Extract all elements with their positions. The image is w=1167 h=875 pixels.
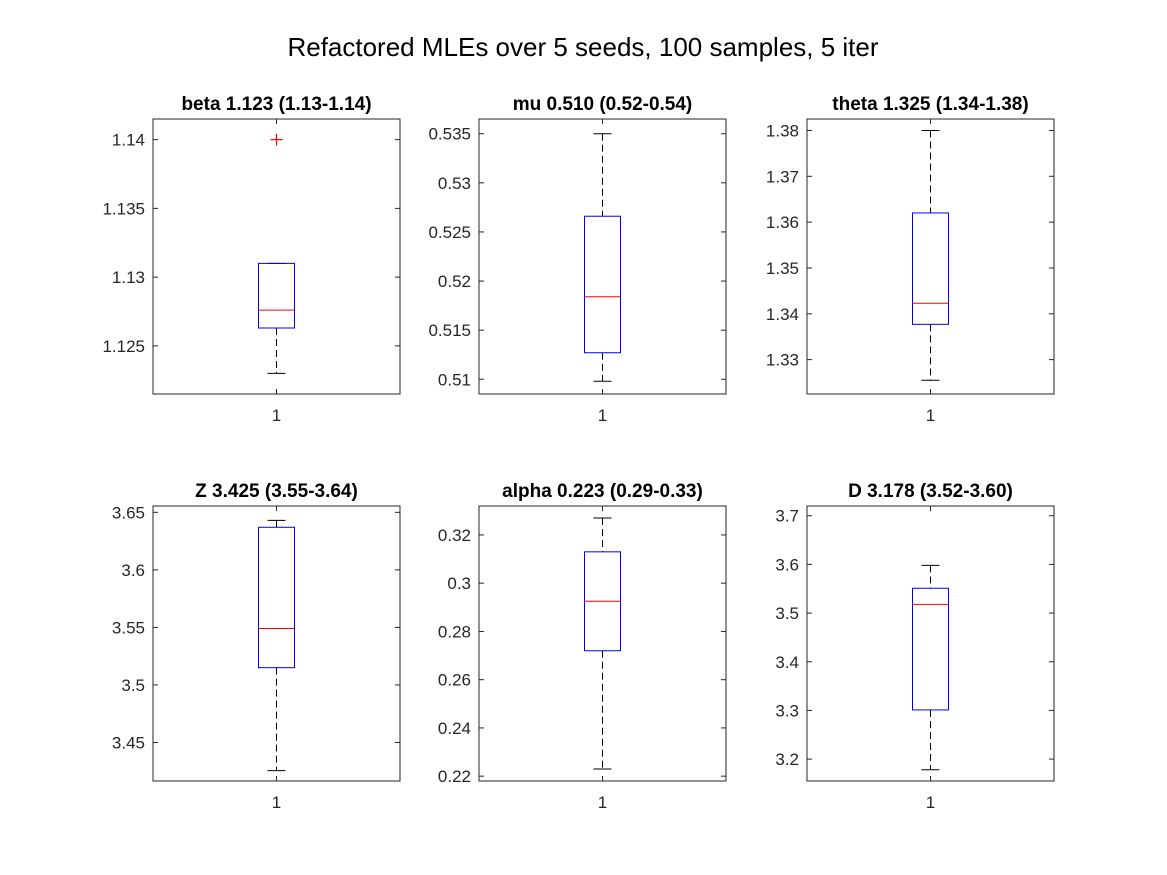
x-tick-label: 1 — [926, 793, 935, 812]
subplot-6: D 3.178 (3.52-3.60) 3.2 3.3 3.4 3.5 3.6 3.7 1 — [775, 481, 1055, 812]
x-tick-label: 1 — [272, 793, 281, 812]
y-tick-label: 3.6 — [775, 555, 799, 574]
y-tick-label: 0.52 — [438, 272, 471, 291]
y-tick-label: 0.51 — [438, 370, 471, 389]
y-tick-label: 0.515 — [428, 321, 471, 340]
axes-frame — [152, 118, 401, 395]
y-tick-label: 3.5 — [775, 604, 799, 623]
y-tick-label: 3.45 — [112, 733, 145, 752]
y-tick-label: 3.3 — [775, 701, 799, 720]
y-tick-label: 1.35 — [766, 259, 799, 278]
y-tick-label: 1.36 — [766, 213, 799, 232]
y-tick-label: 0.28 — [438, 622, 471, 641]
subplot-title: beta 1.123 (1.13-1.14) — [181, 94, 371, 115]
y-tick-label: 3.6 — [121, 561, 145, 580]
subplot-title: D 3.178 (3.52-3.60) — [848, 481, 1013, 502]
y-tick-label: 1.135 — [102, 199, 145, 218]
y-tick-label: 1.38 — [766, 121, 799, 140]
subplot-3: theta 1.325 (1.34-1.38) 1.33 1.34 1.35 1.36 1… — [766, 94, 1055, 425]
y-tick-label: 0.53 — [438, 174, 471, 193]
y-tick-label: 3.4 — [775, 653, 799, 672]
y-tick-label: 1.125 — [102, 337, 145, 356]
y-tick-label: 3.5 — [121, 676, 145, 695]
y-tick-label: 3.2 — [775, 750, 799, 769]
subplot-1: beta 1.123 (1.13-1.14) 1.125 1.13 1.135 1.14… — [102, 94, 401, 425]
subplot-title: Z 3.425 (3.55-3.64) — [195, 481, 358, 502]
axes-frame — [478, 118, 727, 395]
iqr-box — [912, 587, 949, 711]
y-tick-label: 1.13 — [112, 268, 145, 287]
x-tick-label: 1 — [926, 406, 935, 425]
y-tick-label: 1.33 — [766, 351, 799, 370]
y-tick-label: 0.26 — [438, 671, 471, 690]
figure-title: Refactored MLEs over 5 seeds, 100 sample… — [287, 32, 878, 62]
x-tick-label: 1 — [272, 406, 281, 425]
subplot-grid: beta 1.123 (1.13-1.14) 1.125 1.13 1.135 1.14… — [102, 94, 1055, 812]
subplot-title: theta 1.325 (1.34-1.38) — [832, 94, 1028, 115]
outlier-marker — [270, 133, 283, 146]
iqr-box — [258, 526, 295, 669]
axes-frame — [806, 505, 1055, 782]
y-tick-label: 0.535 — [428, 125, 471, 144]
subplot-title: mu 0.510 (0.52-0.54) — [513, 94, 693, 115]
y-tick-label: 0.525 — [428, 223, 471, 242]
x-tick-label: 1 — [598, 793, 607, 812]
y-tick-label: 3.7 — [775, 507, 799, 526]
y-tick-label: 0.3 — [447, 574, 471, 593]
y-tick-label: 1.34 — [766, 305, 799, 324]
y-tick-label: 3.55 — [112, 618, 145, 637]
x-tick-label: 1 — [598, 406, 607, 425]
subplot-4: Z 3.425 (3.55-3.64) 3.45 3.5 3.55 3.6 3.65 1 — [112, 481, 401, 812]
y-tick-label: 0.24 — [438, 719, 471, 738]
y-tick-label: 1.14 — [112, 131, 145, 150]
subplot-2: mu 0.510 (0.52-0.54) 0.51 0.515 0.52 0.525 0.… — [428, 94, 727, 425]
iqr-box — [258, 262, 295, 329]
iqr-box — [584, 215, 621, 354]
iqr-box — [912, 212, 949, 325]
y-tick-label: 1.37 — [766, 167, 799, 186]
y-tick-label: 0.32 — [438, 526, 471, 545]
subplot-title: alpha 0.223 (0.29-0.33) — [502, 481, 703, 502]
y-tick-label: 0.22 — [438, 767, 471, 786]
subplot-5: alpha 0.223 (0.29-0.33) 0.22 0.24 0.26 0.28 0… — [438, 481, 727, 812]
y-tick-label: 3.65 — [112, 503, 145, 522]
